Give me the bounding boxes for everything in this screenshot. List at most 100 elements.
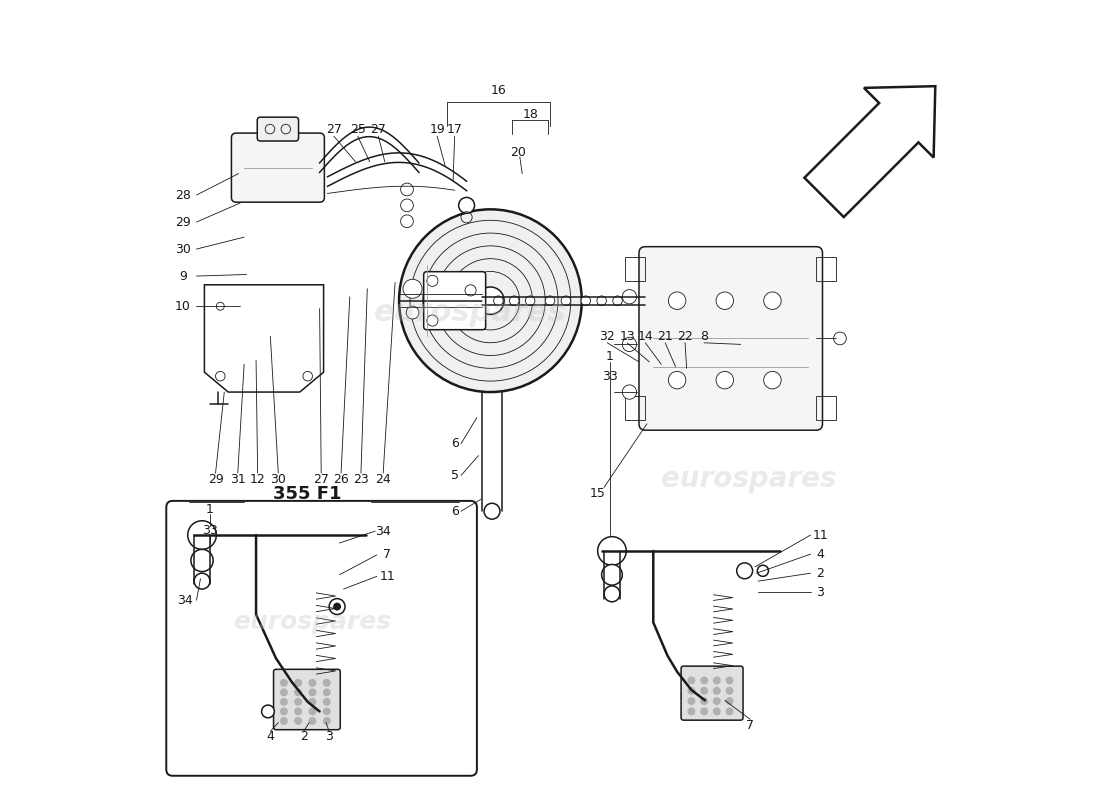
Circle shape — [322, 717, 331, 725]
Text: eurospares: eurospares — [232, 610, 390, 634]
Circle shape — [623, 385, 637, 399]
Circle shape — [294, 688, 302, 696]
Text: 4: 4 — [266, 730, 274, 743]
Circle shape — [459, 198, 474, 214]
Text: eurospares: eurospares — [374, 298, 566, 327]
Circle shape — [726, 707, 734, 715]
Text: 6: 6 — [451, 505, 459, 518]
Circle shape — [669, 371, 686, 389]
Text: 355 F1: 355 F1 — [274, 485, 342, 502]
Text: 30: 30 — [175, 242, 191, 255]
FancyBboxPatch shape — [257, 117, 298, 141]
Circle shape — [308, 717, 317, 725]
Circle shape — [308, 688, 317, 696]
Text: 25: 25 — [350, 123, 365, 136]
Text: 14: 14 — [638, 330, 653, 343]
Circle shape — [713, 707, 721, 715]
Circle shape — [279, 679, 288, 686]
Text: 17: 17 — [447, 123, 463, 136]
Circle shape — [294, 679, 302, 686]
Polygon shape — [804, 86, 935, 217]
Circle shape — [279, 698, 288, 706]
Circle shape — [688, 707, 695, 715]
Text: 29: 29 — [175, 215, 190, 229]
FancyBboxPatch shape — [681, 666, 744, 720]
Circle shape — [581, 296, 591, 306]
Circle shape — [726, 697, 734, 705]
Circle shape — [701, 707, 708, 715]
Circle shape — [194, 573, 210, 589]
Text: 2: 2 — [816, 566, 824, 580]
Text: 30: 30 — [271, 473, 286, 486]
Circle shape — [726, 686, 734, 694]
FancyBboxPatch shape — [424, 272, 486, 330]
Text: 27: 27 — [326, 123, 342, 136]
Text: 1: 1 — [206, 503, 213, 516]
Text: 33: 33 — [602, 370, 617, 382]
Circle shape — [688, 697, 695, 705]
Text: 3: 3 — [326, 730, 333, 743]
Circle shape — [333, 602, 341, 610]
Circle shape — [763, 371, 781, 389]
Text: 12: 12 — [250, 473, 265, 486]
Text: 23: 23 — [353, 473, 369, 486]
Circle shape — [427, 275, 438, 286]
Circle shape — [688, 677, 695, 685]
Text: 7: 7 — [746, 719, 755, 732]
Text: 20: 20 — [510, 146, 526, 158]
Circle shape — [623, 290, 637, 304]
Text: 11: 11 — [812, 529, 828, 542]
Text: 4: 4 — [816, 548, 824, 561]
Circle shape — [400, 199, 414, 212]
Text: 10: 10 — [175, 300, 191, 313]
Text: 7: 7 — [383, 549, 392, 562]
Circle shape — [322, 707, 331, 715]
Text: 27: 27 — [314, 473, 329, 486]
Text: 24: 24 — [375, 473, 390, 486]
Circle shape — [669, 292, 686, 310]
Circle shape — [279, 707, 288, 715]
Circle shape — [757, 566, 769, 576]
Circle shape — [406, 306, 419, 319]
Circle shape — [494, 296, 503, 306]
Text: 18: 18 — [522, 107, 538, 121]
Circle shape — [623, 338, 637, 351]
Text: eurospares: eurospares — [661, 466, 836, 494]
Text: 22: 22 — [678, 330, 693, 343]
Circle shape — [329, 598, 345, 614]
Circle shape — [688, 686, 695, 694]
Circle shape — [400, 215, 414, 228]
Circle shape — [400, 183, 414, 196]
Circle shape — [262, 705, 274, 718]
Text: 19: 19 — [429, 123, 446, 136]
Circle shape — [509, 296, 519, 306]
Circle shape — [726, 677, 734, 685]
Text: 6: 6 — [451, 437, 459, 450]
Text: 9: 9 — [179, 270, 187, 282]
Circle shape — [322, 679, 331, 686]
Circle shape — [427, 315, 438, 326]
Circle shape — [613, 296, 623, 306]
Circle shape — [191, 550, 213, 571]
Circle shape — [597, 537, 626, 566]
Text: 1: 1 — [606, 350, 614, 363]
Text: 16: 16 — [491, 84, 506, 97]
Circle shape — [465, 285, 476, 296]
Text: 34: 34 — [177, 594, 192, 606]
Circle shape — [322, 688, 331, 696]
Circle shape — [484, 503, 499, 519]
Circle shape — [308, 698, 317, 706]
Circle shape — [322, 698, 331, 706]
Circle shape — [294, 698, 302, 706]
Circle shape — [308, 707, 317, 715]
Text: 29: 29 — [208, 473, 223, 486]
Circle shape — [308, 679, 317, 686]
Circle shape — [701, 686, 708, 694]
FancyBboxPatch shape — [274, 670, 340, 730]
Circle shape — [713, 686, 721, 694]
Circle shape — [526, 296, 535, 306]
Text: 15: 15 — [590, 487, 606, 500]
Circle shape — [716, 292, 734, 310]
Circle shape — [834, 332, 846, 345]
Circle shape — [546, 296, 554, 306]
